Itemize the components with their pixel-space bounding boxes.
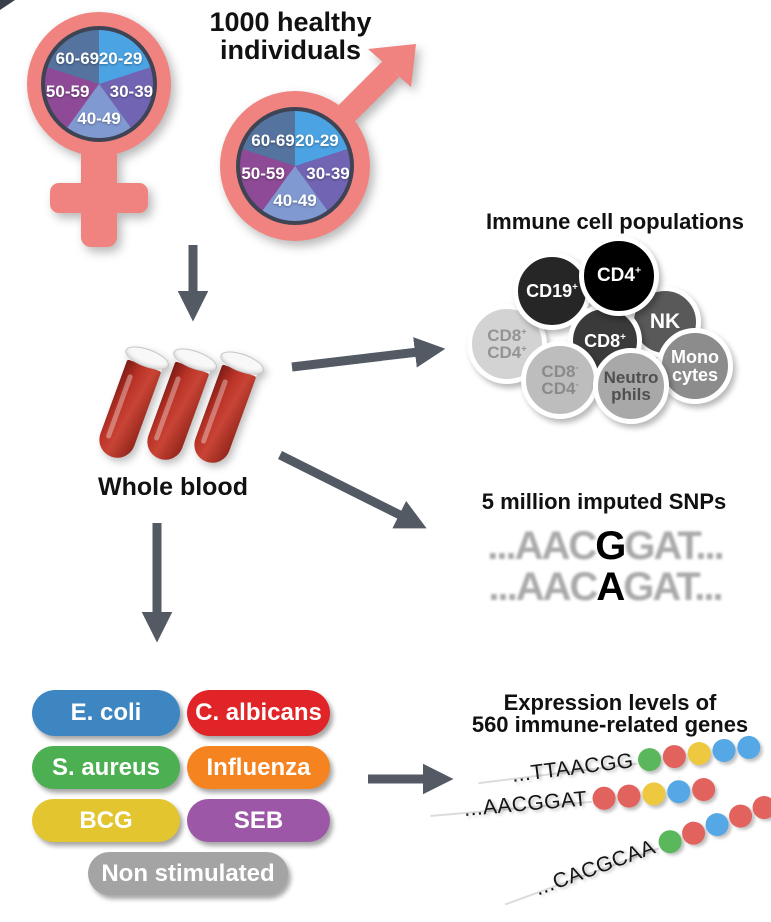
- expression-dot: [640, 780, 666, 806]
- cell-label: NK: [649, 310, 681, 334]
- age-slice-label: 30-39: [306, 163, 350, 183]
- female-symbol-crossbar: [50, 183, 148, 213]
- age-slice-label: 20-29: [98, 49, 143, 69]
- stimulus-pill-saureus: S. aureus: [32, 746, 180, 789]
- stimulus-pill-calbicans: C. albicans: [187, 690, 330, 736]
- expression-dot: [665, 778, 691, 804]
- expression-title-line1: Expression levels of: [503, 690, 717, 715]
- snp-allele: G: [595, 524, 626, 568]
- age-slice-label: 40-49: [273, 191, 317, 211]
- cell-circle-cd19pos: CD19+: [513, 252, 591, 330]
- cell-label: Mono cytes: [671, 346, 719, 385]
- expression-dot: [661, 743, 688, 769]
- snp-sequence-2: ...AACAGAT...: [425, 565, 771, 610]
- age-slice-label: 50-59: [241, 163, 285, 183]
- expression-dot: [736, 734, 762, 760]
- sequence-context: GAT...: [624, 524, 724, 568]
- whole-blood-label: Whole blood: [98, 473, 248, 501]
- age-slice-label: 50-59: [45, 81, 90, 101]
- cell-label: CD19+: [526, 280, 578, 301]
- stimulus-pill-ecoli: E. coli: [32, 690, 180, 736]
- blood-tubes-group: [94, 338, 275, 473]
- sequence-context: ...AAC: [487, 524, 597, 568]
- immune-cells-title: Immune cell populations: [486, 209, 744, 234]
- stimulus-pill-nonstimulated: Non stimulated: [88, 852, 288, 895]
- stimulus-pill-bcg: BCG: [32, 799, 180, 842]
- snps-title: 5 million imputed SNPs: [481, 489, 727, 514]
- age-slice-label: 40-49: [77, 108, 121, 128]
- stimulus-label: C. albicans: [195, 699, 322, 726]
- stimulus-pill-seb: SEB: [187, 799, 330, 842]
- age-slice-label: 60-69: [251, 130, 295, 150]
- cell-circle-neutrophils: Neutro phils: [593, 348, 669, 424]
- cell-label: CD8- CD4-: [541, 361, 579, 398]
- cell-label: CD8+: [584, 330, 626, 351]
- cell-label: CD8+ CD4+: [487, 325, 527, 362]
- expression-title-line2: 560 immune-related genes: [471, 712, 749, 737]
- expression-dot: [711, 737, 738, 763]
- stimulus-label: E. coli: [70, 699, 142, 726]
- stimulus-label: Influenza: [206, 753, 311, 781]
- female-age-pie-chart: 60-69 20-29 50-59 30-39 40-49: [41, 26, 157, 142]
- expression-dot: [616, 783, 641, 809]
- expression-dot: [686, 740, 713, 766]
- stimulus-label: S. aureus: [51, 753, 161, 781]
- expression-dot: [591, 785, 617, 811]
- snp-allele: A: [596, 565, 625, 609]
- stimulus-pill-influenza: Influenza: [187, 746, 330, 789]
- corner-artifact: [0, 0, 15, 10]
- arrow-blood-to-snps: [277, 450, 427, 529]
- female-symbol: 60-69 20-29 50-59 30-39 40-49: [20, 5, 210, 255]
- main-title: 1000 healthy individuals: [209, 7, 372, 66]
- expression-dot: [690, 776, 716, 802]
- arrow-blood-to-cells: [291, 337, 446, 372]
- cell-circle-cd8neg-cd4neg: CD8- CD4-: [521, 341, 599, 419]
- age-slice-label: 60-69: [55, 49, 100, 69]
- male-symbol: 60-69 20-29 50-59 30-39 40-49: [215, 25, 430, 255]
- sequence-context: GAT...: [623, 565, 723, 609]
- snp-sequence-1: ...AACGGAT...: [425, 524, 771, 569]
- cell-circle-cd4pos: CD4+: [579, 236, 659, 316]
- stimulus-label: Non stimulated: [101, 859, 275, 887]
- sequence-context: ...AAC: [488, 565, 598, 609]
- cell-label: Neutro phils: [603, 367, 659, 404]
- age-slice-label: 20-29: [295, 130, 339, 150]
- stimulus-label: SEB: [233, 806, 284, 834]
- male-age-pie-chart: 60-69 20-29 50-59 30-39 40-49: [236, 107, 354, 225]
- age-slice-label: 30-39: [109, 81, 154, 101]
- expression-dot: [637, 746, 663, 772]
- cell-label: CD4+: [596, 265, 642, 287]
- stimulus-label: BCG: [79, 806, 133, 834]
